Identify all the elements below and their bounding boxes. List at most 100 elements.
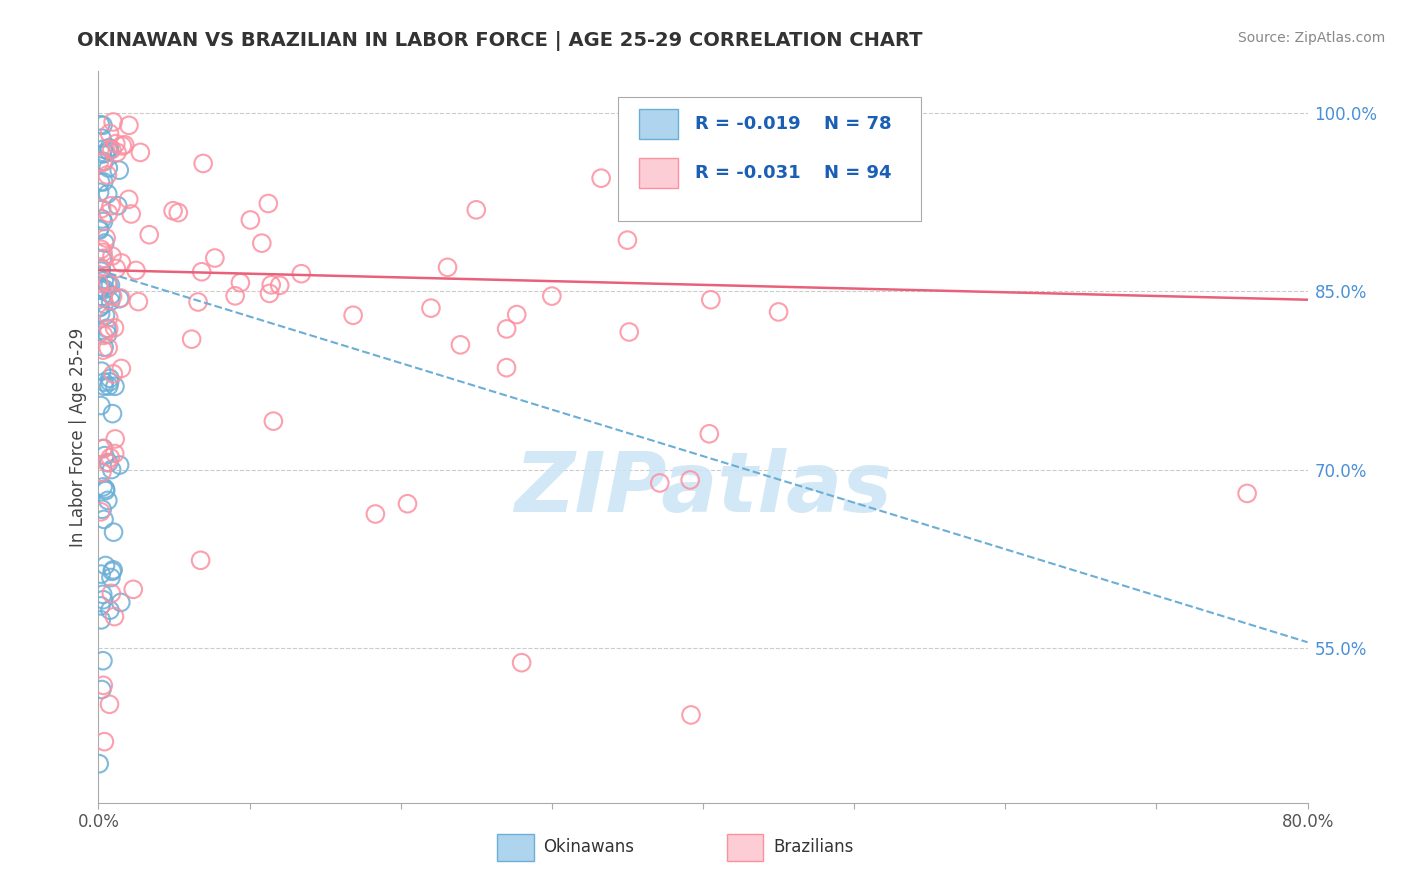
Point — [89, 186, 111, 200]
Point — [98, 371, 121, 385]
Y-axis label: In Labor Force | Age 25-29: In Labor Force | Age 25-29 — [69, 327, 87, 547]
Point — [120, 207, 142, 221]
Point — [90, 281, 112, 295]
Point — [93, 274, 115, 288]
Point — [495, 360, 517, 375]
Point — [700, 293, 723, 307]
Point — [127, 294, 149, 309]
Point — [98, 603, 121, 617]
Point — [97, 161, 120, 175]
Point — [100, 288, 122, 302]
Point — [89, 221, 111, 235]
Point — [101, 565, 124, 579]
Point — [89, 300, 111, 314]
Point — [697, 426, 720, 441]
Point — [103, 609, 125, 624]
Point — [108, 458, 131, 472]
Point — [96, 321, 118, 335]
Point — [449, 338, 471, 352]
Point — [93, 154, 115, 169]
Point — [101, 115, 124, 129]
Point — [111, 139, 134, 153]
Point — [89, 175, 111, 189]
Point — [105, 261, 128, 276]
Point — [93, 252, 115, 266]
Point — [108, 163, 131, 178]
Point — [94, 483, 117, 498]
Text: R = -0.031: R = -0.031 — [695, 164, 800, 182]
Text: Brazilians: Brazilians — [773, 838, 853, 856]
Point — [93, 734, 115, 748]
Point — [94, 231, 117, 245]
Point — [98, 450, 121, 465]
Point — [190, 265, 212, 279]
Point — [97, 456, 120, 470]
Point — [465, 202, 488, 217]
Point — [110, 256, 132, 270]
Point — [89, 223, 111, 237]
Point — [91, 142, 114, 156]
Point — [162, 203, 184, 218]
Point — [540, 289, 562, 303]
Point — [768, 305, 790, 319]
Point — [224, 289, 246, 303]
Point — [495, 322, 517, 336]
Point — [90, 264, 112, 278]
Text: N = 94: N = 94 — [824, 164, 891, 182]
Point — [89, 301, 111, 315]
Text: N = 78: N = 78 — [824, 115, 891, 133]
Point — [101, 407, 124, 421]
Point — [93, 375, 115, 389]
Point — [94, 482, 117, 496]
Point — [101, 563, 124, 577]
Point — [91, 587, 114, 601]
Point — [436, 260, 458, 275]
Point — [93, 449, 115, 463]
Point — [97, 322, 120, 336]
Point — [97, 276, 120, 290]
Point — [97, 341, 120, 355]
Point — [97, 144, 120, 158]
Text: Okinawans: Okinawans — [543, 838, 634, 856]
Point — [93, 379, 115, 393]
Point — [616, 233, 638, 247]
Point — [180, 332, 202, 346]
Point — [108, 292, 131, 306]
Point — [91, 291, 114, 305]
Point — [91, 211, 114, 226]
Point — [118, 192, 141, 206]
Point — [94, 558, 117, 573]
Point — [97, 310, 120, 325]
Point — [187, 295, 209, 310]
Point — [97, 327, 120, 342]
Point — [91, 678, 114, 692]
Point — [90, 307, 112, 321]
Point — [93, 297, 115, 311]
Point — [93, 512, 115, 526]
Point — [100, 143, 122, 157]
Point — [98, 375, 121, 389]
Point — [91, 480, 114, 494]
Point — [97, 206, 120, 220]
Point — [591, 171, 613, 186]
Point — [90, 289, 112, 303]
Point — [269, 278, 291, 293]
Point — [105, 145, 128, 160]
Point — [91, 245, 114, 260]
Point — [257, 196, 280, 211]
Point — [96, 168, 118, 182]
Point — [104, 379, 127, 393]
Point — [89, 277, 111, 291]
Point — [229, 276, 252, 290]
Text: R = -0.019: R = -0.019 — [695, 115, 800, 133]
Point — [90, 261, 112, 276]
Point — [97, 186, 120, 201]
Point — [93, 442, 115, 456]
Point — [110, 361, 132, 376]
Point — [103, 525, 125, 540]
Point — [100, 278, 122, 293]
Point — [260, 277, 283, 292]
Point — [103, 367, 125, 381]
Point — [89, 283, 111, 297]
Point — [204, 251, 226, 265]
